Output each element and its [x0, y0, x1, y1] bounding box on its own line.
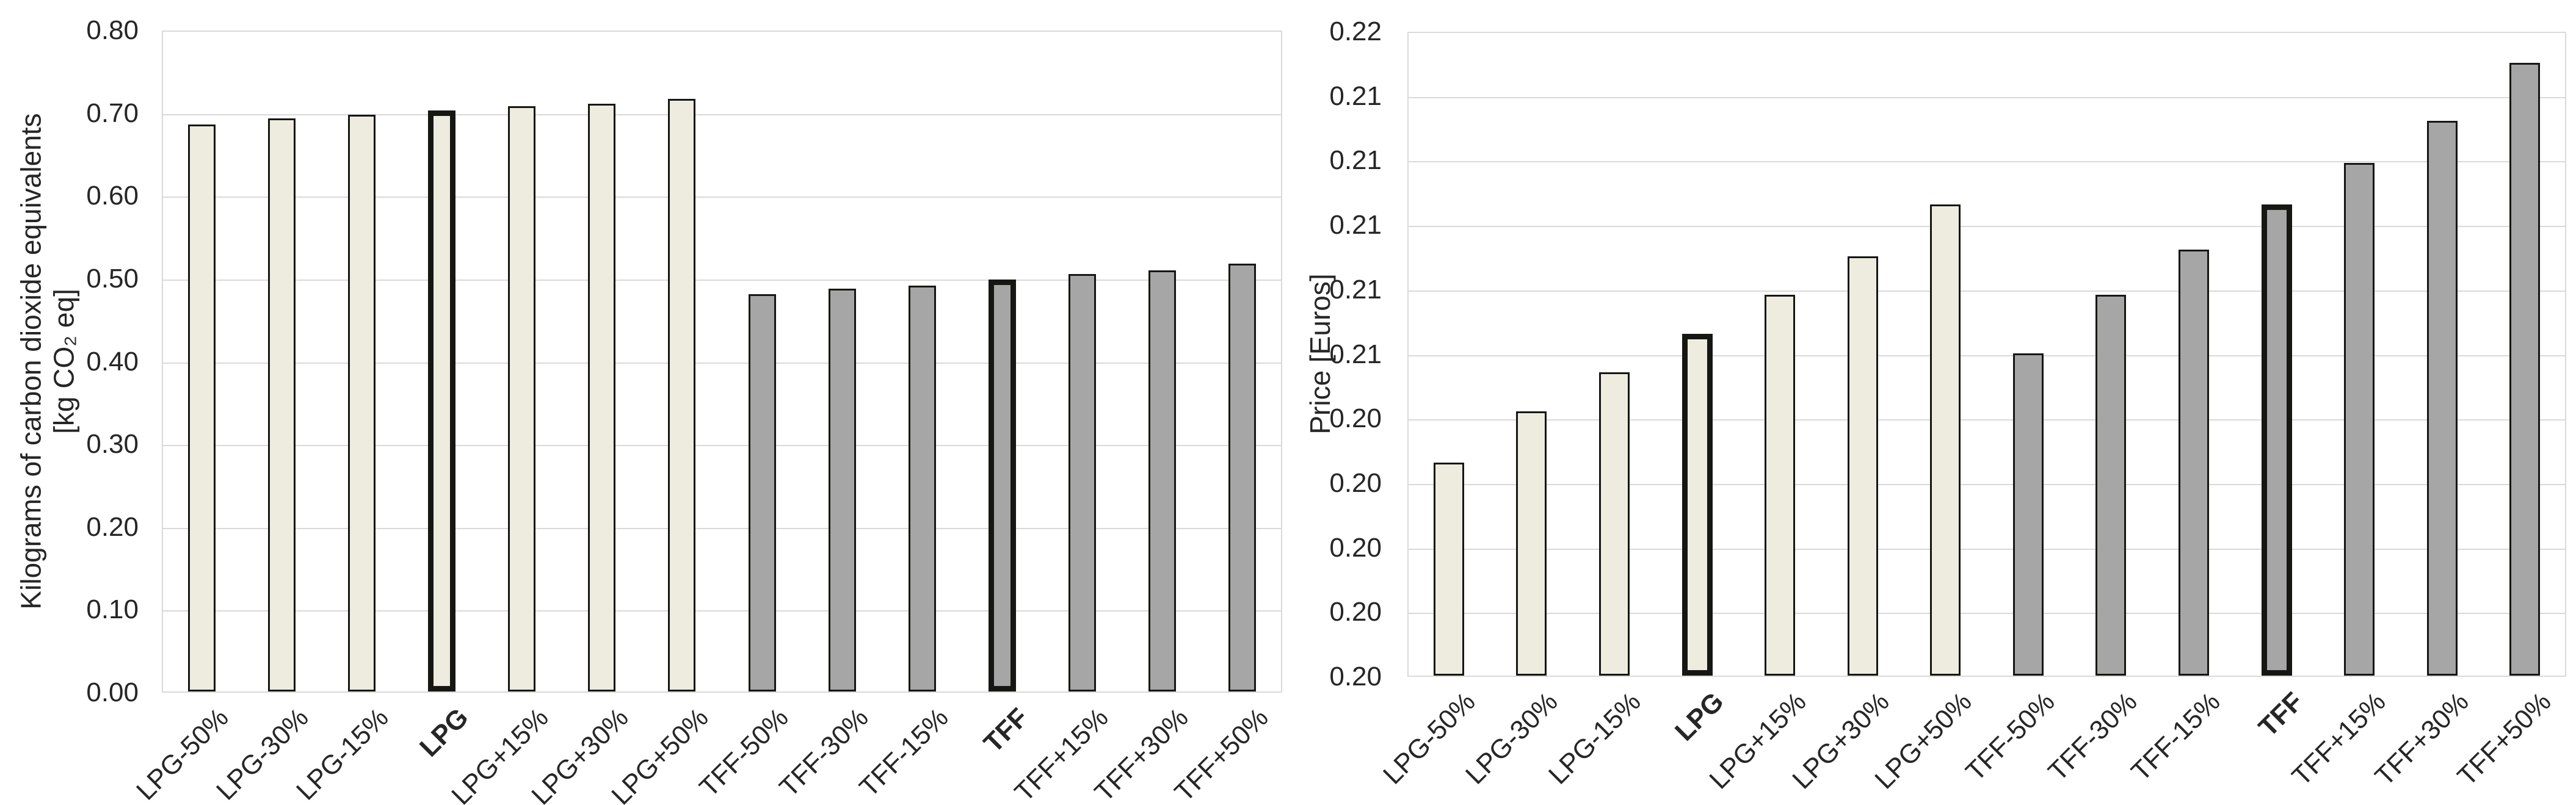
grid-line	[1409, 419, 2565, 421]
grid-line	[1409, 548, 2565, 550]
grid-line	[1409, 226, 2565, 228]
grid-line	[163, 197, 1281, 198]
bar-TFF-30%	[828, 288, 856, 691]
bar-LPG-15%	[1598, 372, 1630, 676]
x-category-label-LPG: LPG	[1669, 687, 1730, 747]
y-tick-label: 0.50	[86, 263, 139, 294]
bar-TFF+15%	[1068, 274, 1096, 691]
grid-line	[163, 445, 1281, 447]
co2-plot-area	[162, 31, 1282, 693]
grid-line	[163, 610, 1281, 612]
x-category-label-TFF-15%: TFF-15%	[2125, 687, 2226, 787]
bar-TFF-50%	[748, 294, 776, 691]
bar-TFF	[2261, 204, 2292, 676]
y-tick-label: 0.22	[1329, 16, 1382, 46]
y-tick-label: 0.21	[1329, 81, 1382, 111]
y-tick-label: 0.20	[1329, 467, 1382, 498]
y-tick-label: 0.20	[1329, 532, 1382, 563]
x-category-label-TFF-30%: TFF-30%	[2042, 687, 2143, 787]
grid-line	[163, 279, 1281, 281]
x-category-label-TFF-50%: TFF-50%	[1960, 687, 2061, 787]
y-tick-label: 0.40	[86, 346, 139, 377]
grid-line	[1409, 290, 2565, 292]
bar-LPG-30%	[1516, 411, 1547, 676]
y-tick-label: 0.21	[1329, 145, 1382, 176]
bar-TFF-50%	[2012, 353, 2044, 676]
grid-line	[163, 527, 1281, 529]
y-tick-label: 0.21	[1329, 339, 1382, 369]
y-tick-label: 0.80	[86, 15, 139, 45]
grid-line	[1409, 613, 2565, 615]
grid-line	[1409, 161, 2565, 163]
bar-LPG-50%	[188, 124, 216, 691]
bar-LPG	[428, 110, 456, 691]
bar-TFF-15%	[2178, 250, 2209, 676]
x-category-label-LPG-15%: LPG-15%	[1543, 687, 1647, 790]
bar-TFF+50%	[2509, 62, 2541, 676]
y-tick-label: 0.30	[86, 429, 139, 460]
y-tick-label: 0.20	[1329, 662, 1382, 691]
bar-LPG	[1682, 333, 1713, 676]
bar-LPG-30%	[268, 118, 296, 691]
y-tick-label: 0.10	[86, 594, 139, 625]
bar-TFF	[988, 279, 1016, 691]
y-tick-label: 0.70	[86, 98, 139, 128]
bar-LPG+30%	[588, 104, 616, 691]
bar-TFF+15%	[2344, 162, 2375, 676]
y-tick-label: 0.20	[1329, 403, 1382, 434]
bar-LPG+15%	[508, 106, 536, 691]
bar-TFF-30%	[2095, 295, 2127, 676]
grid-line	[1409, 355, 2565, 356]
y-tick-label: 0.60	[86, 181, 139, 211]
y-tick-label: 0.00	[86, 677, 139, 707]
bar-LPG+50%	[1930, 204, 1961, 676]
x-category-label-TFF: TFF	[2252, 687, 2309, 743]
bar-TFF+50%	[1228, 263, 1256, 691]
y-tick-label: 0.20	[1329, 597, 1382, 627]
grid-line	[163, 114, 1281, 115]
grid-line	[1409, 483, 2565, 485]
y-tick-label: 0.21	[1329, 210, 1382, 240]
y-tick-label: 0.21	[1329, 274, 1382, 305]
bar-TFF-15%	[908, 286, 936, 691]
bar-LPG+15%	[1765, 295, 1796, 676]
bar-LPG+30%	[1847, 256, 1878, 676]
grid-line	[163, 362, 1281, 364]
bar-LPG-15%	[348, 114, 376, 691]
bar-TFF+30%	[1148, 270, 1176, 691]
bar-TFF+30%	[2426, 120, 2458, 676]
grid-line	[1409, 96, 2565, 98]
bar-LPG+50%	[668, 98, 696, 691]
bar-LPG-50%	[1433, 463, 1464, 676]
y-tick-label: 0.20	[86, 511, 139, 542]
price-plot-area	[1407, 32, 2566, 677]
